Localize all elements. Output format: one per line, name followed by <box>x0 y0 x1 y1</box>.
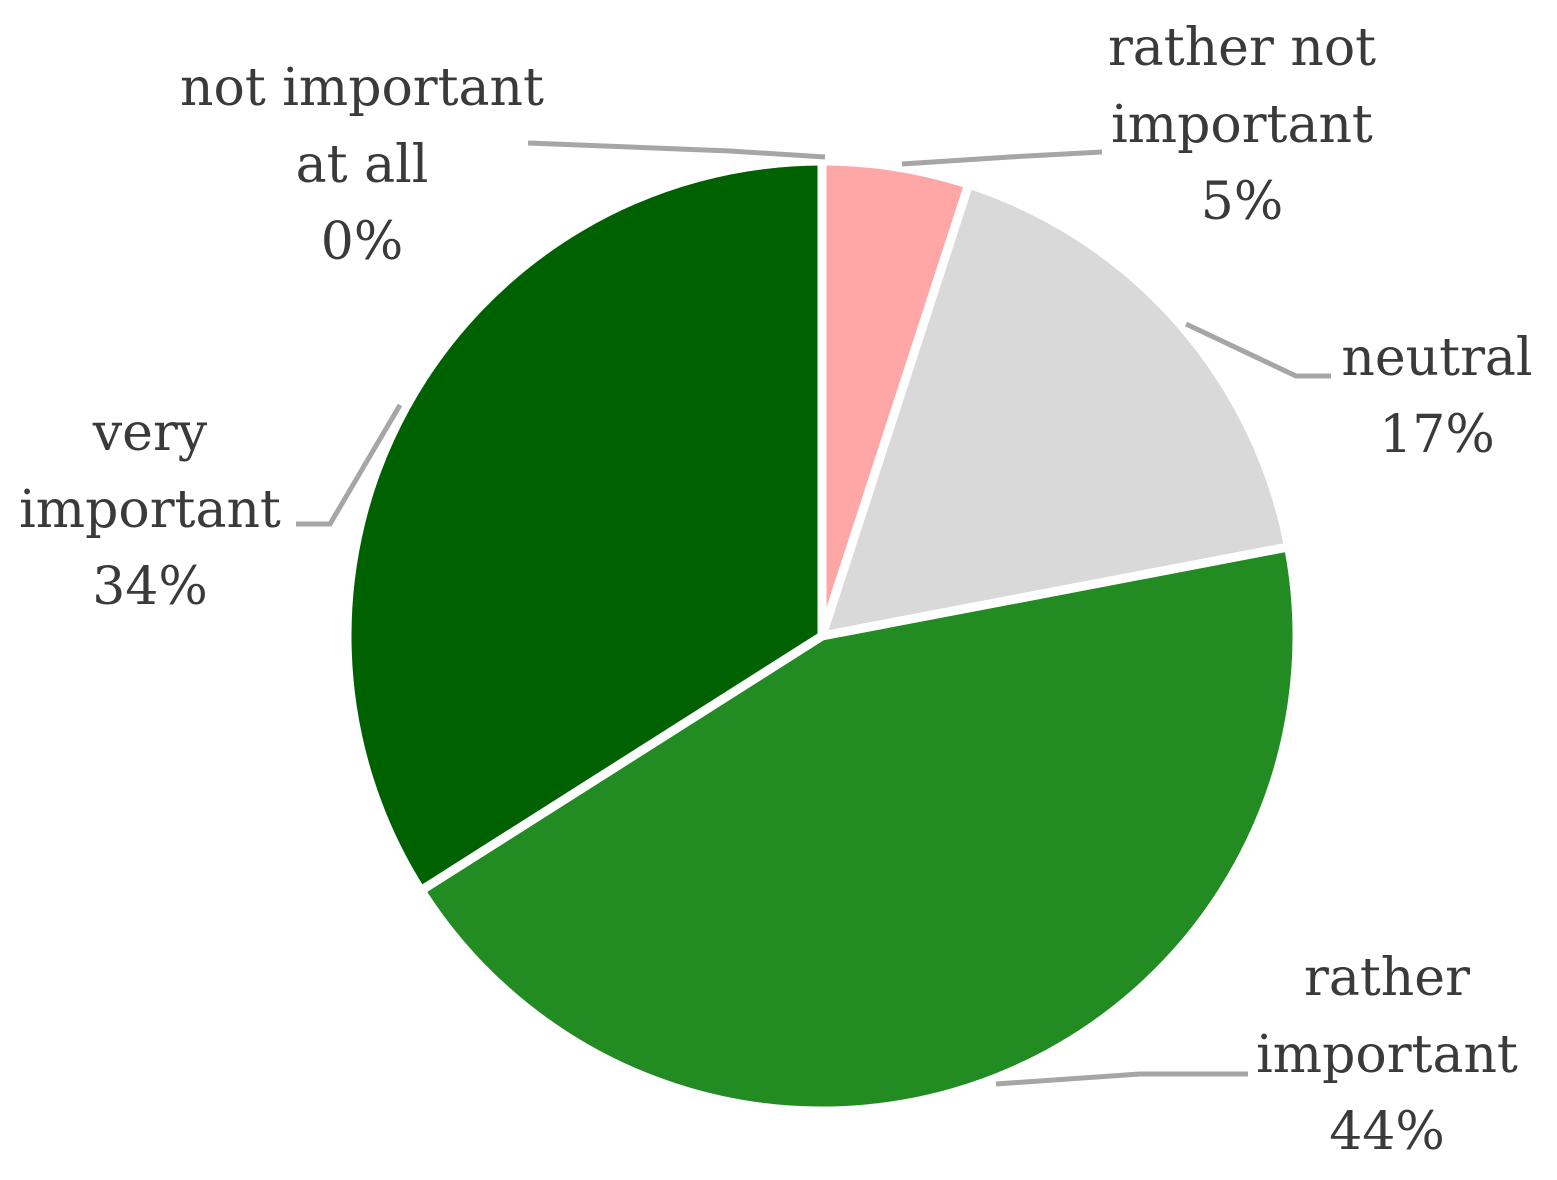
slice-category: important <box>19 480 281 540</box>
slice-percentage: 0% <box>321 212 404 272</box>
slice-category: very <box>92 403 208 463</box>
slice-category: not important <box>180 58 544 118</box>
leader-line <box>527 140 826 160</box>
slice-label: not important at all 0% <box>180 58 544 272</box>
leader-line <box>901 149 1103 167</box>
slice-percentage: 5% <box>1201 172 1284 232</box>
slice-category: rather not <box>1108 18 1376 78</box>
slice-label: very important 34% <box>19 403 281 617</box>
pie-slice <box>342 156 827 897</box>
leader-line <box>296 403 403 527</box>
slice-label: rather not important 5% <box>1108 18 1376 232</box>
slice-category: rather <box>1304 948 1470 1008</box>
slice-percentage: 34% <box>92 557 208 617</box>
leader-line <box>995 1071 1248 1087</box>
leader-line <box>1184 321 1331 379</box>
slice-label: neutral 17% <box>1341 328 1532 465</box>
leader-lines <box>296 140 1331 1087</box>
slice-category: neutral <box>1341 328 1532 388</box>
slice-category: at all <box>296 135 429 195</box>
slice-labels: not important at all 0% rather not important… <box>19 18 1532 1162</box>
slice-percentage: 17% <box>1379 405 1495 465</box>
pie-slices <box>342 156 1302 1116</box>
slice-category: important <box>1111 95 1373 155</box>
slice-percentage: 44% <box>1329 1102 1445 1162</box>
pie-slice <box>414 541 1302 1116</box>
slice-category: important <box>1256 1025 1518 1085</box>
pie-slice <box>815 178 1294 642</box>
slice-label: rather important 44% <box>1256 948 1518 1162</box>
